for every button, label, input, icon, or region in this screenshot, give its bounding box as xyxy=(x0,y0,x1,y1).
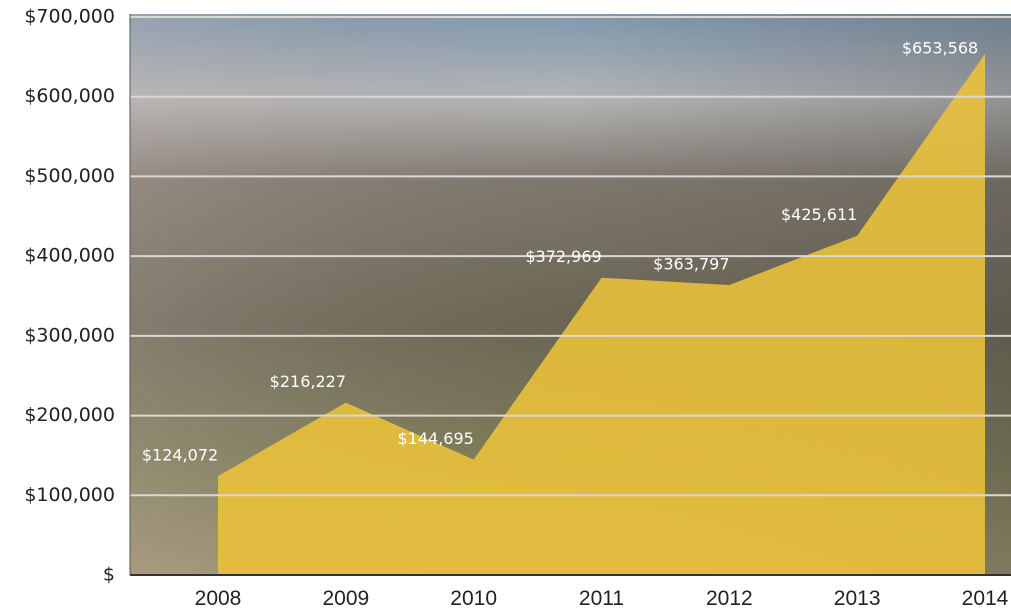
value-label: $363,797 xyxy=(653,255,729,274)
value-label: $124,072 xyxy=(142,446,218,465)
y-tick-label: $300,000 xyxy=(24,324,115,346)
value-label: $425,611 xyxy=(781,205,857,224)
y-tick-label: $ xyxy=(103,564,115,586)
y-tick-label: $400,000 xyxy=(24,245,115,267)
value-label: $216,227 xyxy=(270,372,346,391)
x-tick-label: 2008 xyxy=(195,587,242,609)
y-tick-label: $100,000 xyxy=(24,484,115,506)
y-tick-label: $200,000 xyxy=(24,404,115,426)
x-tick-label: 2010 xyxy=(450,587,497,609)
x-tick-label: 2014 xyxy=(962,587,1009,609)
x-tick-label: 2012 xyxy=(706,587,753,609)
value-label: $653,568 xyxy=(902,39,978,58)
value-label: $144,695 xyxy=(397,429,473,448)
value-label: $372,969 xyxy=(525,247,601,266)
x-tick-label: 2009 xyxy=(322,587,369,609)
y-tick-label: $700,000 xyxy=(24,6,115,28)
y-tick-label: $500,000 xyxy=(24,165,115,187)
x-tick-label: 2013 xyxy=(834,587,881,609)
y-tick-label: $600,000 xyxy=(24,85,115,107)
area xyxy=(218,54,985,575)
x-tick-label: 2011 xyxy=(579,587,624,609)
